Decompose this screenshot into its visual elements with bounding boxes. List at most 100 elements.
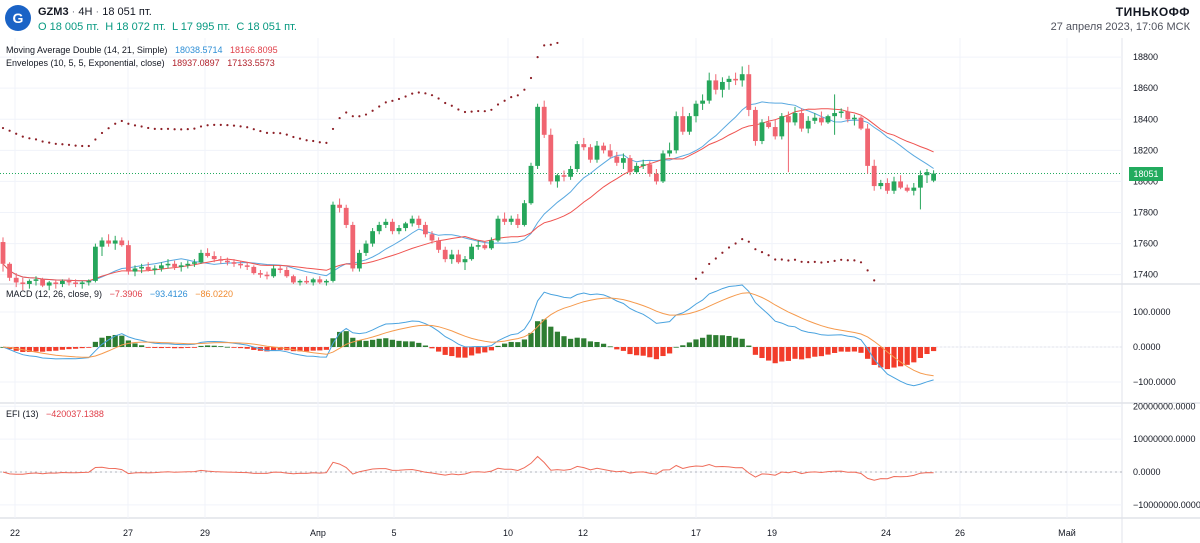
candle-45[interactable]: [297, 279, 303, 286]
candle-131[interactable]: [865, 123, 870, 174]
candle-84[interactable]: [555, 173, 560, 188]
candle-102[interactable]: [673, 111, 679, 154]
candle-82[interactable]: [541, 100, 547, 138]
candle-132[interactable]: [871, 159, 877, 191]
candle-118[interactable]: [779, 113, 785, 140]
candle-106[interactable]: [700, 94, 705, 110]
candle-77[interactable]: [508, 215, 514, 225]
candle-3[interactable]: [20, 277, 26, 291]
candle-110[interactable]: [726, 75, 732, 90]
candle-91[interactable]: [601, 142, 606, 154]
candle-126[interactable]: [832, 94, 837, 135]
candle-74[interactable]: [489, 237, 494, 250]
candle-22[interactable]: [145, 262, 151, 272]
candle-141[interactable]: [931, 170, 936, 183]
candle-2[interactable]: [13, 273, 19, 288]
candle-87[interactable]: [574, 141, 580, 173]
candle-96[interactable]: [634, 162, 639, 174]
candle-14[interactable]: [93, 243, 98, 283]
candle-23[interactable]: [152, 265, 158, 275]
symbol[interactable]: GZM3: [38, 6, 69, 18]
candle-90[interactable]: [594, 141, 600, 163]
candle-40[interactable]: [264, 271, 270, 280]
candle-26[interactable]: [172, 260, 177, 271]
candle-56[interactable]: [370, 228, 375, 247]
candle-121[interactable]: [799, 108, 804, 132]
candle-88[interactable]: [581, 137, 587, 151]
candle-94[interactable]: [621, 153, 626, 169]
candle-37[interactable]: [244, 262, 250, 271]
candle-135[interactable]: [891, 176, 897, 194]
candle-13[interactable]: [86, 279, 92, 286]
candle-15[interactable]: [99, 237, 105, 257]
candle-28[interactable]: [185, 260, 191, 269]
candle-20[interactable]: [132, 265, 138, 277]
candle-24[interactable]: [159, 262, 164, 272]
candle-46[interactable]: [304, 276, 309, 284]
candle-83[interactable]: [548, 128, 554, 185]
candle-55[interactable]: [363, 240, 369, 257]
candle-113[interactable]: [746, 64, 752, 117]
candle-129[interactable]: [852, 114, 857, 126]
candle-19[interactable]: [126, 240, 131, 275]
candle-109[interactable]: [720, 77, 725, 98]
candle-120[interactable]: [792, 106, 798, 126]
candle-128[interactable]: [845, 106, 851, 123]
legend-efi[interactable]: EFI (13) −420037.1388: [6, 409, 104, 419]
candle-49[interactable]: [324, 279, 329, 286]
candle-76[interactable]: [502, 212, 507, 225]
candle-0[interactable]: [0, 237, 6, 272]
candle-71[interactable]: [469, 243, 474, 261]
candle-73[interactable]: [482, 242, 488, 250]
candle-80[interactable]: [528, 162, 534, 205]
candle-105[interactable]: [693, 100, 699, 123]
candle-59[interactable]: [390, 218, 395, 235]
candle-64[interactable]: [423, 221, 428, 238]
candle-127[interactable]: [838, 108, 844, 118]
candle-78[interactable]: [515, 214, 521, 229]
candle-48[interactable]: [317, 276, 323, 284]
candle-92[interactable]: [607, 144, 613, 159]
candle-10[interactable]: [66, 277, 72, 286]
candle-60[interactable]: [396, 224, 402, 235]
candle-5[interactable]: [33, 276, 39, 286]
candle-99[interactable]: [654, 168, 659, 185]
candle-27[interactable]: [178, 262, 184, 272]
candle-100[interactable]: [660, 150, 666, 183]
candle-125[interactable]: [825, 114, 831, 124]
candle-17[interactable]: [112, 235, 118, 250]
candle-138[interactable]: [911, 182, 917, 196]
candles[interactable]: [0, 64, 936, 291]
candle-72[interactable]: [475, 240, 481, 250]
candle-65[interactable]: [429, 231, 435, 244]
timeframe[interactable]: 4H: [78, 6, 93, 18]
candle-103[interactable]: [680, 106, 686, 135]
candle-58[interactable]: [383, 218, 389, 229]
candle-11[interactable]: [73, 279, 78, 288]
candle-116[interactable]: [766, 116, 771, 129]
candle-35[interactable]: [231, 259, 237, 267]
candle-38[interactable]: [251, 265, 257, 275]
candle-140[interactable]: [924, 168, 930, 183]
candle-57[interactable]: [376, 221, 382, 235]
candle-44[interactable]: [291, 274, 296, 284]
candle-111[interactable]: [733, 72, 738, 86]
candle-43[interactable]: [284, 266, 290, 278]
candle-62[interactable]: [409, 215, 415, 227]
candle-12[interactable]: [79, 280, 85, 289]
candle-119[interactable]: [786, 111, 791, 173]
candle-98[interactable]: [647, 161, 653, 177]
candle-134[interactable]: [885, 178, 890, 194]
candle-93[interactable]: [614, 151, 620, 166]
candle-42[interactable]: [277, 265, 283, 274]
candle-7[interactable]: [46, 280, 52, 291]
candle-47[interactable]: [310, 277, 316, 286]
candle-4[interactable]: [27, 279, 32, 289]
candle-124[interactable]: [819, 111, 824, 126]
candle-53[interactable]: [350, 221, 356, 272]
candle-29[interactable]: [192, 259, 197, 267]
candle-25[interactable]: [165, 259, 171, 269]
candle-39[interactable]: [258, 270, 263, 278]
candle-104[interactable]: [687, 113, 692, 135]
